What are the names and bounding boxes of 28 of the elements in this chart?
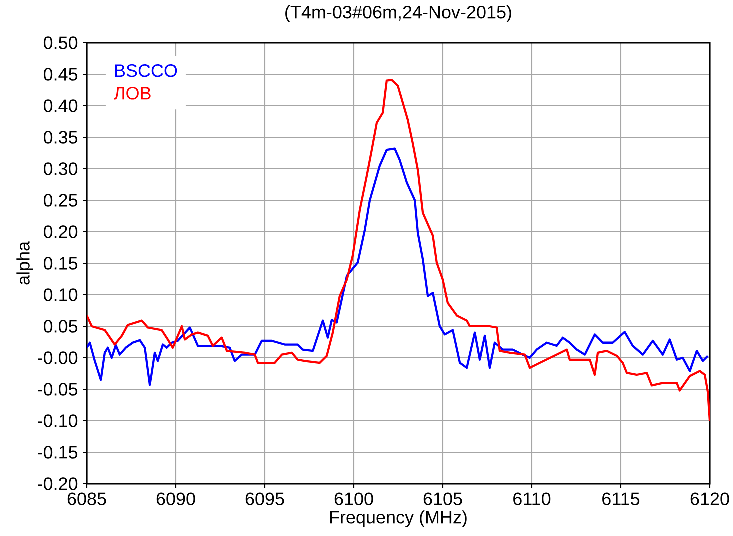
x-tick-label: 6120 bbox=[690, 492, 730, 506]
y-tick-label: 0.30 bbox=[44, 162, 78, 176]
y-tick-label: -0.15 bbox=[38, 446, 78, 459]
y-axis-title: alpha bbox=[16, 241, 34, 285]
x-tick-label: 6095 bbox=[246, 492, 284, 506]
x-tick-label: 6090 bbox=[156, 492, 196, 506]
y-tick-label: 0.20 bbox=[44, 226, 78, 238]
text: ЛОВ bbox=[114, 87, 151, 100]
y-tick-label: -0.20 bbox=[38, 478, 78, 490]
y-tick-label: 0.25 bbox=[44, 194, 78, 207]
y-tick-label: 0.05 bbox=[44, 320, 78, 333]
y-tick-label: -0.10 bbox=[38, 414, 78, 428]
y-tick-label: 0.35 bbox=[44, 131, 78, 144]
x-tick-label: 6115 bbox=[602, 492, 640, 506]
x-tick-label: 6085 bbox=[68, 492, 106, 506]
y-tick-label: 0.45 bbox=[44, 68, 78, 81]
x-axis-title: Frequency (MHz) bbox=[330, 510, 467, 528]
y-tick-label: 0.50 bbox=[44, 36, 78, 50]
y-tick-label: 0.40 bbox=[44, 100, 78, 112]
chart-title: (T4m-03#06m,24-Nov-2015) bbox=[286, 6, 512, 22]
y-tick-label: 0.15 bbox=[44, 257, 78, 270]
y-tick-label: 0.10 bbox=[44, 288, 78, 302]
text: BSCCO bbox=[115, 64, 178, 78]
y-tick-label: -0.05 bbox=[38, 383, 78, 396]
y-tick-label: -0.00 bbox=[38, 352, 78, 364]
x-tick-label: 6100 bbox=[334, 492, 374, 506]
x-tick-label: 6105 bbox=[424, 492, 462, 506]
x-tick-label: 6110 bbox=[514, 492, 551, 506]
